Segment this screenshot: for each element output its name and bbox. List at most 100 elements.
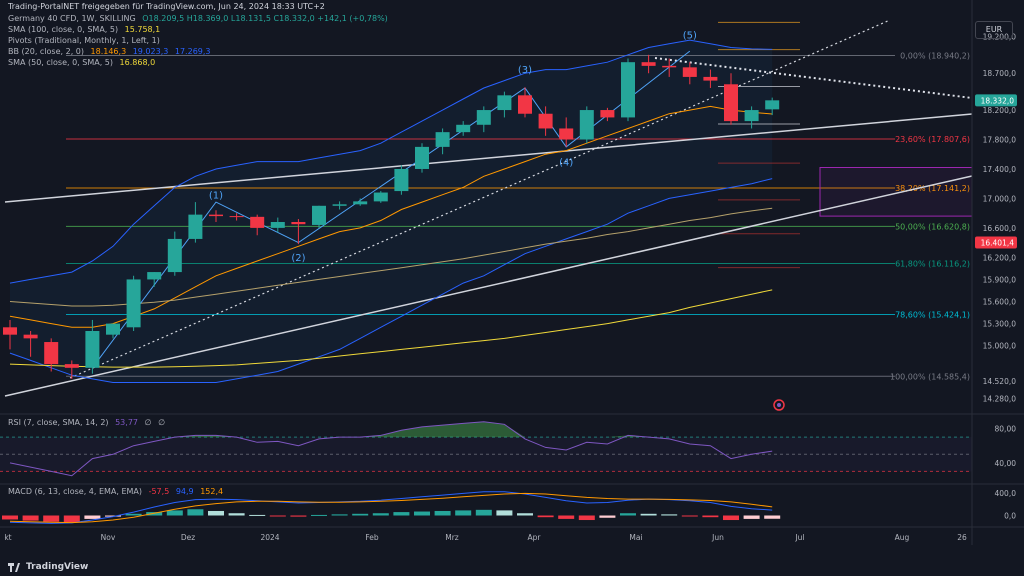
rsi-line: [9, 421, 773, 477]
macd-histogram-bar: [105, 515, 121, 517]
macd-tick-label: 0,0: [1004, 512, 1016, 521]
legend-macd-line: 94,9: [175, 487, 194, 496]
candle-body: [332, 204, 347, 206]
wave-label: (2): [291, 253, 305, 264]
legend-bb-text: BB (20, close, 2, 0): [8, 47, 84, 56]
target-zone-rect: [819, 166, 973, 217]
legend-macd-hist: -57,5: [148, 487, 170, 496]
candle-body: [229, 216, 244, 218]
time-tick-label: Jun: [711, 533, 724, 542]
macd-histogram-bar: [743, 515, 760, 519]
wave-label: (3): [518, 65, 532, 76]
macd-histogram-bar: [166, 510, 183, 516]
candle-body: [270, 221, 285, 228]
macd-histogram-bar: [537, 515, 554, 518]
candle-body: [744, 110, 759, 122]
currency-selector[interactable]: EUR: [975, 21, 1013, 39]
legend-macd-signal: 152,4: [200, 487, 224, 496]
legend-sma100-value: 15.758,1: [124, 25, 161, 34]
candle-body: [250, 216, 265, 228]
candle-body: [394, 168, 409, 192]
candle-body: [662, 65, 677, 68]
time-tick-label: Jul: [794, 533, 804, 542]
candle-body: [497, 95, 512, 111]
macd-histogram-bar: [475, 509, 492, 516]
candle-body: [518, 95, 532, 114]
candle-body: [353, 201, 368, 205]
candle-body: [85, 330, 100, 368]
price-tick-label: 16.600,0: [983, 224, 1017, 233]
legend-bb-basis: 18.146,3: [90, 47, 127, 56]
share-credit: Trading-PortalNET freigegeben für Tradin…: [8, 2, 325, 11]
macd-histogram-bar: [723, 515, 739, 521]
legend-sma100-text: SMA (100, close, 0, SMA, 5): [8, 25, 119, 34]
price-tag-bg: [975, 94, 1017, 107]
macd-histogram-bar: [187, 509, 204, 516]
price-tick-label: 15.000,0: [983, 342, 1017, 351]
candle-body: [209, 214, 223, 217]
macd-histogram-bar: [640, 513, 657, 516]
price-tag-bg: [975, 236, 1017, 249]
legend-rsi-na-2: ∅: [158, 418, 166, 427]
price-axis: 19.200,0 18.700,0 18.200,0 17.800,0 17.400,0…: [0, 0, 1024, 545]
macd-histogram-bar: [269, 515, 286, 517]
price-tick-label: 17.800,0: [983, 136, 1017, 145]
rsi-overbought-fill: [10, 421, 773, 438]
macd-histogram-bar: [352, 513, 369, 516]
price-pane: 0,00% (18.940,2) 23,60% (17.807,6) 38,20% …: [3, 19, 973, 411]
sma100-line: [9, 289, 773, 368]
candle-body: [312, 205, 326, 225]
legend-rsi[interactable]: RSI (7, close, SMA, 14, 2) 53,77 ∅ ∅: [8, 418, 165, 428]
wave-label: (1): [209, 190, 223, 201]
candle-body: [188, 214, 203, 239]
price-tick-label: 17.400,0: [983, 165, 1017, 174]
macd-histogram-bar: [517, 513, 533, 516]
legend-pivots[interactable]: Pivots (Traditional, Monthly, 1, Left, 1…: [8, 36, 160, 46]
macd-histogram-bar: [249, 514, 266, 516]
macd-histogram-bar: [22, 515, 39, 521]
legend-rsi-text: RSI (7, close, SMA, 14, 2): [8, 418, 109, 427]
tradingview-brand[interactable]: TradingView: [8, 562, 88, 572]
price-tick-label: 16.200,0: [983, 253, 1017, 262]
bb-lower-line: [9, 178, 773, 383]
candle-body: [456, 124, 471, 133]
rsi-tick-label: 40,00: [995, 459, 1017, 468]
legend-sma100[interactable]: SMA (100, close, 0, SMA, 5) 15.758,1: [8, 25, 160, 35]
brand-label: TradingView: [26, 562, 89, 572]
legend-symbol[interactable]: Germany 40 CFD, 1W, SKILLING O18.209,5 H…: [8, 14, 388, 24]
macd-histogram-bar: [558, 515, 575, 519]
time-tick-label: kt: [4, 533, 11, 542]
rsi-tick-label: 80,00: [995, 425, 1017, 434]
candle-body: [435, 132, 450, 147]
legend-bb[interactable]: BB (20, close, 2, 0) 18.146,3 19.023,3 1…: [8, 47, 211, 57]
candle-body: [126, 279, 141, 328]
time-tick-label: Feb: [365, 533, 379, 542]
macd-histogram-bar: [393, 512, 410, 516]
price-tick-label: 18.200,0: [983, 106, 1017, 115]
candle-body: [476, 110, 491, 125]
macd-histogram-bar: [208, 510, 224, 516]
price-tick-label: 14.520,0: [983, 377, 1017, 386]
macd-histogram-bar: [125, 513, 142, 516]
time-tick-label: Mai: [629, 533, 642, 542]
macd-histogram-bar: [455, 510, 472, 516]
price-tick-label: 15.300,0: [983, 320, 1017, 329]
candle-body: [579, 110, 594, 140]
time-tick-label: 2024: [260, 533, 279, 542]
legend-macd[interactable]: MACD (6, 13, close, 4, EMA, EMA) -57,5 9…: [8, 487, 223, 497]
candle-body: [23, 334, 38, 339]
legend-sma50-value: 16.868,0: [119, 58, 156, 67]
trendline-dotted: [69, 19, 891, 379]
macd-histogram-bar: [146, 512, 163, 516]
price-tick-label: 15.900,0: [983, 275, 1017, 284]
legend-sma50-text: SMA (50, close, 0, SMA, 5): [8, 58, 113, 67]
tradingview-logo-icon: [8, 562, 20, 572]
legend-sma50[interactable]: SMA (50, close, 0, SMA, 5) 16.868,0: [8, 58, 155, 68]
macd-histogram-bar: [290, 515, 307, 517]
fib-level-label: 78,60% (15.424,1): [895, 310, 970, 319]
price-tick-label: 15.600,0: [983, 298, 1017, 307]
candle-body: [373, 192, 388, 202]
legend-symbol-text: Germany 40 CFD, 1W, SKILLING: [8, 14, 136, 23]
trendline-upper: [4, 113, 973, 203]
